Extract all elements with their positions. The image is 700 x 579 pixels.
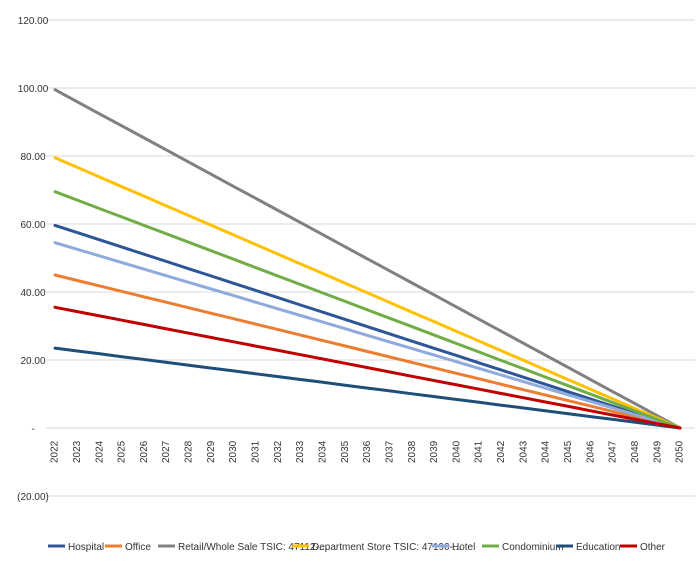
x-tick-label: 2022 [50, 440, 61, 463]
series-line-5 [53, 190, 682, 430]
x-tick-label: 2041 [474, 440, 485, 463]
legend-label: Education [576, 542, 620, 553]
legend-label: Hotel [452, 542, 475, 553]
x-tick-label: 2039 [429, 440, 440, 463]
x-tick-label: 2025 [117, 440, 128, 463]
x-tick-label: 2049 [652, 440, 663, 463]
y-tick-label: 40.00 [20, 288, 45, 299]
x-tick-label: 2023 [72, 440, 83, 463]
x-tick-label: 2033 [295, 440, 306, 463]
x-tick-label: 2031 [251, 440, 262, 463]
x-tick-label: 2029 [206, 440, 217, 463]
x-tick-label: 2030 [228, 440, 239, 463]
series-line-4 [53, 241, 682, 430]
legend-label: Other [640, 542, 666, 553]
legend-label: Department Store TSIC: 47190-... [312, 542, 461, 553]
x-tick-label: 2026 [139, 440, 150, 463]
x-tick-label: 2042 [496, 440, 507, 463]
x-tick-label: 2038 [407, 440, 418, 463]
legend-label: Hospital [68, 542, 104, 553]
x-tick-label: 2037 [384, 440, 395, 463]
x-tick-label: 2045 [563, 440, 574, 463]
legend-label: Retail/Whole Sale TSIC: 47112-... [178, 542, 327, 553]
x-tick-label: 2024 [94, 440, 105, 463]
legend-label: Condominium [502, 542, 564, 553]
y-tick-label: 20.00 [20, 356, 45, 367]
x-tick-label: 2028 [184, 440, 195, 463]
y-tick-label: 100.00 [18, 84, 49, 95]
x-tick-label: 2048 [630, 440, 641, 463]
x-tick-label: 2046 [585, 440, 596, 463]
series-line-7 [53, 305, 682, 430]
y-tick-label: (20.00) [17, 492, 49, 503]
x-axis-tick-labels: 2022 2023 2024 2025 2026 2027 2028 2029 2030 2031… [50, 440, 686, 463]
y-tick-label: 80.00 [20, 152, 45, 163]
x-tick-label: 2050 [675, 440, 686, 463]
x-tick-label: 2043 [518, 440, 529, 463]
series-line-2 [53, 88, 682, 430]
gridlines [46, 19, 695, 497]
x-tick-label: 2044 [541, 440, 552, 463]
y-tick-label: 60.00 [20, 220, 45, 231]
y-tick-label: 120.00 [18, 16, 49, 27]
x-tick-label: 2036 [362, 440, 373, 463]
y-tick-label: - [31, 424, 34, 435]
x-tick-label: 2027 [161, 440, 172, 463]
series-line-0 [53, 223, 682, 430]
legend-label: Office [125, 542, 151, 553]
x-tick-label: 2040 [451, 440, 462, 463]
series-line-1 [53, 273, 682, 430]
series-lines [53, 88, 682, 430]
x-tick-label: 2035 [340, 440, 351, 463]
x-tick-label: 2032 [273, 440, 284, 463]
y-axis-tick-labels: (20.00) - 20.00 40.00 60.00 80.00 100.00 120.00 [17, 16, 49, 503]
legend: Hospital Office Retail/Whole Sale TSIC: 47… [48, 542, 666, 553]
series-line-6 [53, 346, 682, 430]
x-tick-label: 2047 [608, 440, 619, 463]
series-line-3 [53, 156, 682, 430]
x-tick-label: 2034 [317, 440, 328, 463]
